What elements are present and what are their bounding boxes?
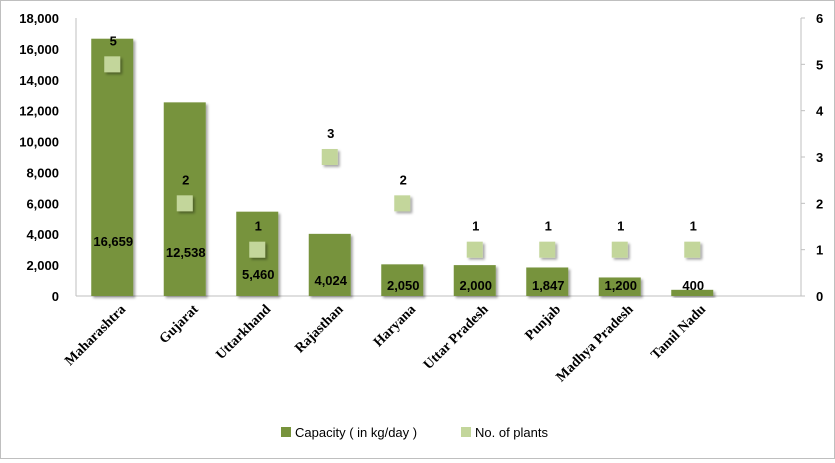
plants-value-label: 1 (617, 219, 624, 234)
left-tick-label: 12,000 (19, 104, 59, 119)
capacity-value-label: 1,200 (604, 278, 637, 293)
plants-value-label: 2 (182, 172, 189, 187)
right-tick-label: 5 (816, 57, 823, 72)
capacity-bar (526, 267, 569, 296)
plants-value-label: 2 (400, 172, 407, 187)
category-label: Rajasthan (293, 302, 347, 356)
left-tick-label: 10,000 (19, 135, 59, 150)
right-tick-label: 6 (816, 11, 823, 26)
capacity-value-label: 2,050 (387, 278, 420, 293)
plants-value-label: 3 (327, 126, 334, 141)
capacity-bar (598, 277, 641, 296)
category-label: Uttar Pradesh (421, 302, 492, 373)
labels-layer: 16,659 12,538 5,460 4,024 2,050 2,000 1,847 1,2… (93, 33, 704, 293)
plants-marker (249, 241, 266, 258)
left-tick-label: 4,000 (26, 227, 59, 242)
capacity-value-label: 4,024 (314, 273, 347, 288)
legend-swatch-plants (461, 427, 471, 437)
legend: Capacity ( in kg/day ) No. of plants (281, 425, 548, 440)
capacity-value-label: 5,460 (242, 267, 275, 282)
plants-value-label: 1 (545, 219, 552, 234)
left-tick-label: 2,000 (26, 258, 59, 273)
left-tick-label: 6,000 (26, 196, 59, 211)
capacity-bar (381, 264, 424, 296)
plants-marker (176, 195, 193, 212)
capacity-value-label: 1,847 (532, 278, 565, 293)
right-tick-label: 4 (816, 104, 824, 119)
capacity-value-label: 12,538 (166, 245, 206, 260)
plants-value-label: 1 (472, 219, 479, 234)
plants-marker (539, 241, 556, 258)
left-tick-label: 14,000 (19, 73, 59, 88)
legend-swatch-capacity (281, 427, 291, 437)
category-label: Punjab (523, 302, 565, 344)
right-tick-label: 3 (816, 150, 823, 165)
left-tick-label: 0 (52, 289, 59, 304)
capacity-value-label: 16,659 (93, 234, 133, 249)
category-label: Madhya Pradesh (554, 302, 637, 385)
plants-marker (104, 56, 121, 73)
capacity-bar (308, 233, 351, 296)
left-tick-label: 16,000 (19, 42, 59, 57)
points-layer (104, 56, 701, 258)
plants-marker (466, 241, 483, 258)
legend-label-plants: No. of plants (475, 425, 548, 440)
category-label: Haryana (371, 302, 419, 350)
plants-marker (684, 241, 701, 258)
capacity-value-label: 400 (682, 278, 704, 293)
plants-marker (611, 241, 628, 258)
capacity-bar (453, 265, 496, 296)
right-tick-label: 1 (816, 243, 823, 258)
category-label: Gujarat (157, 302, 202, 347)
capacity-value-label: 2,000 (459, 278, 492, 293)
plants-marker (321, 149, 338, 165)
category-label: Tamil Nadu (648, 302, 709, 363)
right-tick-label: 0 (816, 289, 823, 304)
capacity-bar (91, 38, 134, 296)
plants-value-label: 5 (110, 33, 117, 48)
axes-layer: 02,0004,0006,0008,00010,00012,00014,0001… (19, 11, 824, 385)
right-tick-label: 2 (816, 196, 823, 211)
category-label: Uttarkhand (213, 302, 274, 363)
capacity-bar (671, 289, 714, 296)
left-tick-label: 18,000 (19, 11, 59, 26)
plants-value-label: 1 (255, 219, 262, 234)
plants-value-label: 1 (690, 219, 697, 234)
left-tick-label: 8,000 (26, 165, 59, 180)
category-label: Maharashtra (62, 302, 129, 369)
plants-marker (394, 195, 411, 212)
legend-label-capacity: Capacity ( in kg/day ) (295, 425, 417, 440)
